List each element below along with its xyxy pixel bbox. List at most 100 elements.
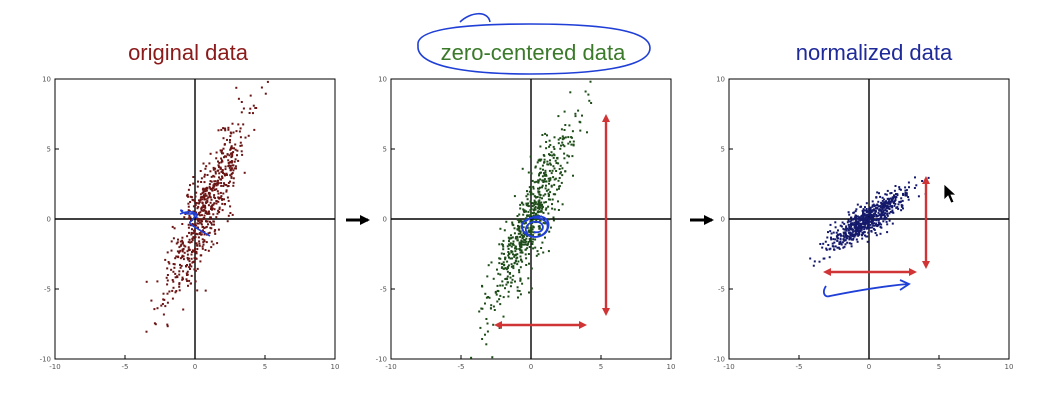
data-point — [865, 211, 868, 214]
data-point — [203, 181, 206, 184]
data-point — [514, 247, 516, 250]
x-tick-label: 5 — [599, 363, 603, 371]
data-point — [162, 298, 165, 301]
data-point — [201, 201, 204, 204]
data-point — [510, 281, 513, 284]
data-point — [567, 142, 570, 145]
data-point — [198, 240, 201, 243]
data-point — [489, 307, 492, 310]
data-point — [548, 153, 550, 156]
data-point — [180, 243, 183, 246]
data-point — [208, 212, 211, 215]
data-point — [512, 224, 515, 227]
data-point — [537, 190, 540, 193]
data-point — [529, 188, 532, 191]
data-point — [554, 193, 557, 196]
data-point — [167, 261, 170, 263]
data-point — [215, 216, 218, 219]
data-point — [544, 169, 547, 172]
data-point — [542, 211, 545, 214]
data-point — [231, 153, 234, 156]
data-point — [196, 233, 199, 236]
data-point — [501, 266, 504, 269]
data-point — [850, 238, 853, 241]
data-point — [490, 304, 493, 307]
data-point — [875, 207, 877, 210]
data-point — [492, 305, 495, 308]
data-point — [507, 290, 510, 293]
data-point — [532, 214, 535, 217]
data-point — [248, 112, 251, 114]
data-point — [552, 176, 555, 179]
data-point — [520, 249, 523, 252]
data-point — [886, 210, 889, 213]
data-point — [484, 333, 486, 336]
data-point — [512, 240, 515, 243]
data-point — [544, 187, 547, 190]
data-point — [879, 226, 882, 228]
data-point — [532, 247, 535, 250]
data-point — [214, 229, 217, 231]
data-point — [882, 205, 884, 208]
data-point — [194, 236, 197, 239]
x-tick-label: -5 — [122, 363, 129, 371]
data-point — [519, 207, 522, 210]
data-point — [178, 289, 181, 292]
data-point — [231, 152, 234, 155]
data-point — [843, 228, 846, 231]
data-point — [570, 136, 573, 139]
data-point — [856, 240, 859, 243]
data-point — [530, 207, 533, 210]
data-point — [865, 227, 868, 230]
data-point — [236, 154, 238, 157]
data-point — [187, 284, 189, 287]
data-point — [189, 195, 192, 198]
data-point — [867, 213, 870, 216]
data-point — [188, 266, 191, 269]
data-point — [823, 257, 826, 260]
data-point — [194, 269, 197, 272]
data-point — [541, 241, 544, 244]
data-point — [822, 242, 825, 245]
data-point — [877, 214, 880, 217]
data-point — [205, 165, 208, 168]
data-point — [496, 289, 499, 292]
data-point — [498, 326, 501, 329]
data-point — [538, 203, 541, 206]
data-point — [530, 228, 533, 231]
data-point — [205, 210, 208, 213]
data-point — [220, 182, 223, 184]
data-point — [145, 330, 148, 333]
data-point — [192, 260, 195, 263]
data-point — [837, 246, 840, 249]
data-point — [242, 123, 245, 126]
data-point — [209, 180, 212, 183]
x-tick-label: 0 — [529, 363, 533, 371]
data-point — [526, 193, 529, 196]
data-point — [217, 182, 220, 185]
data-point — [173, 266, 176, 269]
data-point — [200, 223, 203, 226]
data-point — [197, 180, 199, 183]
data-point — [538, 187, 540, 190]
data-point — [855, 230, 858, 232]
data-point — [809, 257, 812, 260]
data-point — [209, 216, 212, 219]
data-point — [507, 254, 510, 257]
data-point — [227, 214, 230, 217]
data-point — [858, 231, 860, 234]
data-point — [201, 196, 204, 198]
data-point — [502, 245, 505, 248]
y-tick-label: 10 — [716, 76, 725, 84]
data-point — [521, 260, 524, 263]
data-point — [536, 161, 539, 164]
data-point — [855, 238, 858, 241]
data-point — [166, 325, 169, 328]
data-point — [221, 160, 224, 163]
data-point — [530, 224, 533, 227]
data-point — [848, 225, 851, 228]
data-point — [532, 208, 535, 211]
data-point — [825, 247, 828, 250]
data-point — [505, 220, 508, 223]
data-point — [514, 254, 517, 257]
